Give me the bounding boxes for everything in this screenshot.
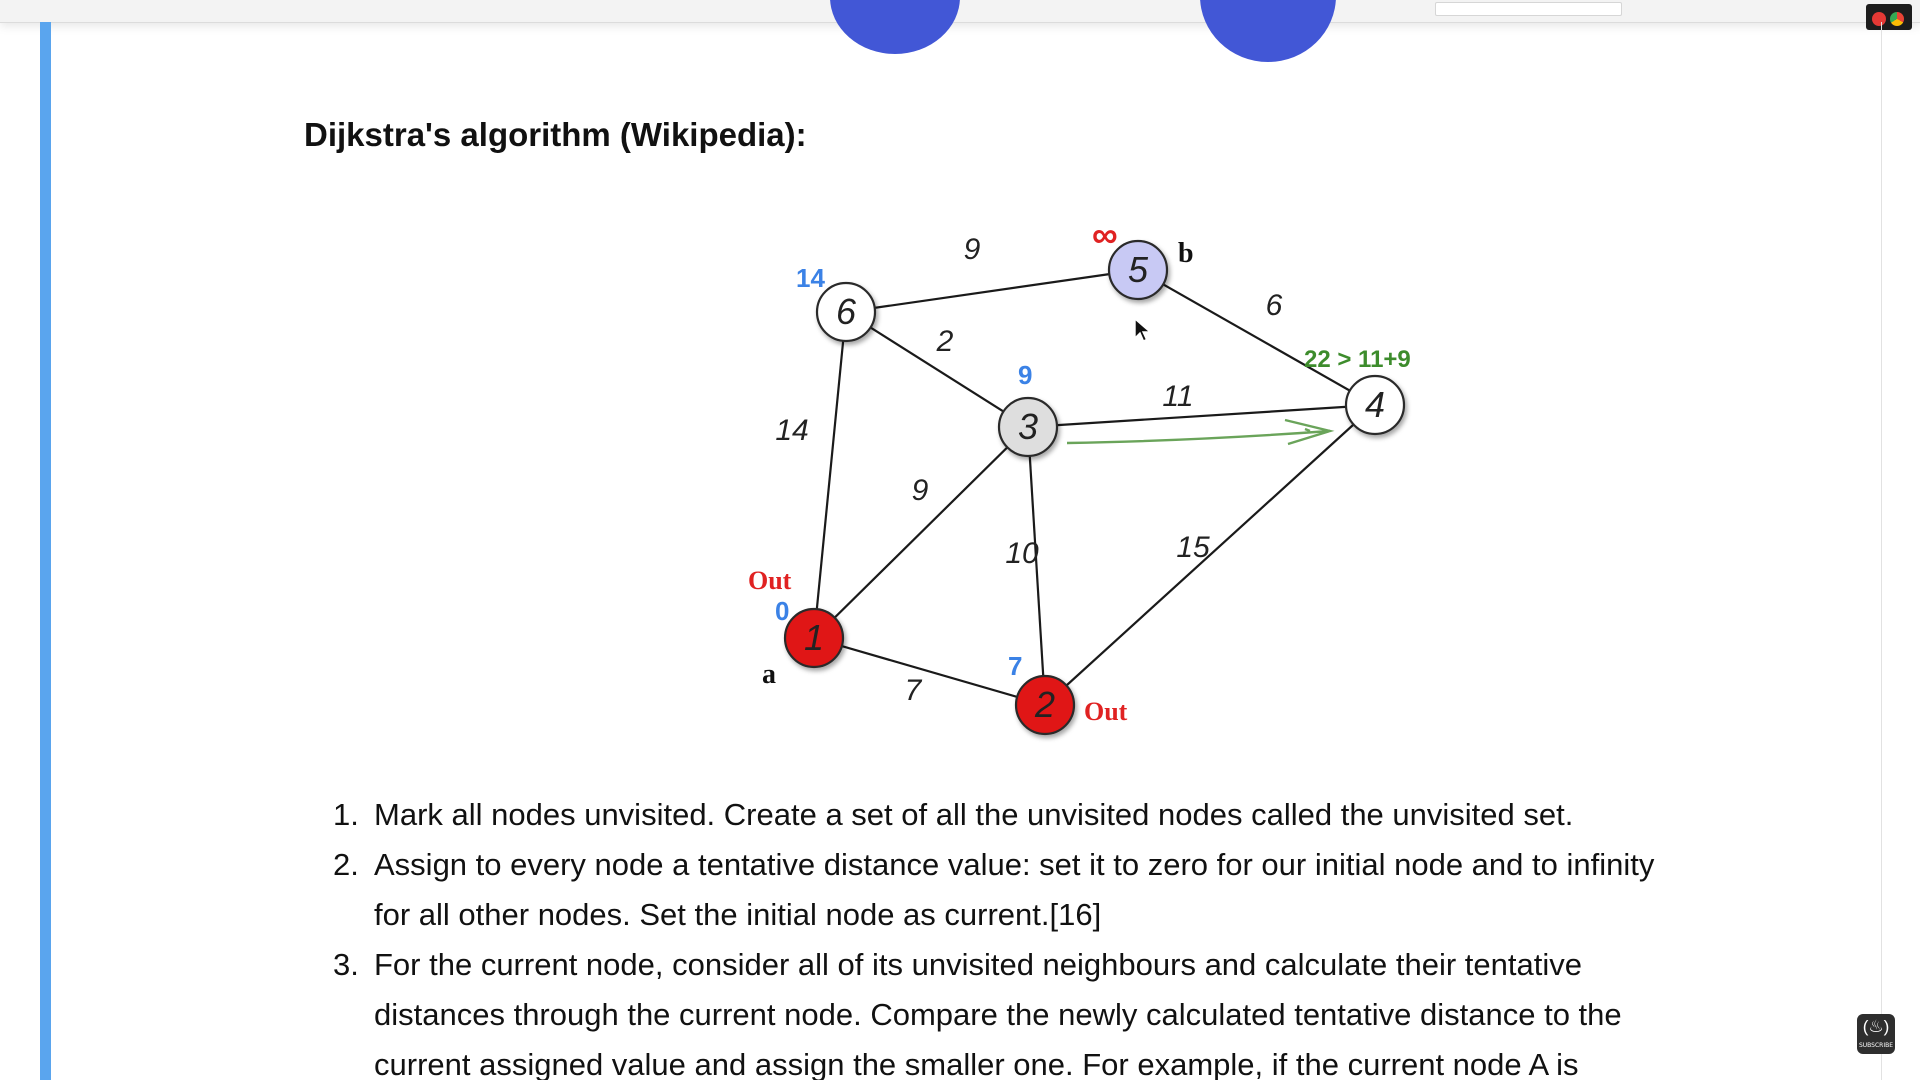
edge-weight-label: 9 bbox=[912, 474, 929, 507]
subscribe-badge[interactable]: (♨) SUBSCRIBE bbox=[1857, 1014, 1895, 1054]
edge-3-2 bbox=[1026, 426, 1047, 706]
step-line: current assigned value and assign the sm… bbox=[374, 1047, 1579, 1080]
record-extension-icon[interactable] bbox=[1872, 12, 1886, 26]
step-item: 3. For the current node, consider all of… bbox=[333, 940, 1853, 1080]
step-item: 1. Mark all nodes unvisited. Create a se… bbox=[333, 790, 1853, 840]
node-circle bbox=[783, 607, 845, 669]
decorative-blob-right bbox=[1200, 0, 1336, 62]
node-label: 6 bbox=[836, 291, 857, 332]
step-number: 1. bbox=[333, 797, 359, 832]
edge-2-4 bbox=[1044, 404, 1376, 706]
edge-6-5 bbox=[845, 268, 1139, 314]
step-item: 2. Assign to every node a tentative dist… bbox=[333, 840, 1853, 940]
graph-node-5: 5 bbox=[1107, 239, 1169, 301]
visited-out-label: Out bbox=[1084, 697, 1128, 726]
edge-5-4 bbox=[1137, 269, 1376, 406]
node-label: 3 bbox=[1018, 406, 1038, 447]
step-line: distances through the current node. Comp… bbox=[374, 997, 1622, 1032]
tentative-distance: 0 bbox=[775, 596, 789, 626]
edge-1-2 bbox=[813, 636, 1046, 707]
comparison-annotation: 22 > 11+9 bbox=[1304, 346, 1411, 373]
visited-out-label: Out bbox=[748, 566, 792, 595]
edge-weight-label: 2 bbox=[936, 325, 954, 358]
freecodecamp-icon: (♨) bbox=[1862, 1017, 1890, 1036]
edge-weight-label: 10 bbox=[1005, 537, 1039, 570]
step-line: Assign to every node a tentative distanc… bbox=[374, 847, 1655, 882]
node-label: 1 bbox=[804, 617, 824, 658]
edge-weight-label: 9 bbox=[964, 233, 981, 266]
relaxation-arrow bbox=[1066, 418, 1335, 446]
step-number: 3. bbox=[333, 947, 359, 982]
dijkstra-graph: 9 2 14 6 11 9 10 15 7 1 2 3 4 5 6 0 7 9 ∞ 14 Out Out a b 22 > … bbox=[748, 215, 1411, 736]
edge-6-1 bbox=[812, 311, 848, 639]
browser-extensions[interactable] bbox=[1866, 4, 1912, 30]
node-circle bbox=[815, 281, 877, 343]
edges-layer bbox=[812, 268, 1376, 707]
edge-3-4 bbox=[1027, 403, 1376, 429]
step-line: for all other nodes. Set the initial nod… bbox=[374, 897, 1102, 932]
step-line: Mark all nodes unvisited. Create a set o… bbox=[374, 797, 1574, 832]
decorative-blob-left bbox=[830, 0, 960, 54]
step-number: 2. bbox=[333, 847, 359, 882]
node-circle bbox=[1014, 674, 1076, 736]
graph-node-4: 4 bbox=[1344, 374, 1406, 436]
edge-3-1 bbox=[813, 426, 1029, 639]
node-label: 5 bbox=[1128, 249, 1149, 290]
callout-accent-bar bbox=[40, 22, 51, 1080]
tentative-distance: 7 bbox=[1008, 651, 1022, 681]
toolbar-search-field[interactable] bbox=[1435, 2, 1622, 16]
node-name-label: a bbox=[762, 659, 776, 690]
node-circle bbox=[1107, 239, 1169, 301]
graph-node-1: 1 bbox=[783, 607, 845, 669]
node-label: 4 bbox=[1365, 384, 1385, 425]
node-circle bbox=[997, 396, 1059, 458]
browser-toolbar bbox=[0, 0, 1920, 30]
tentative-distance: 9 bbox=[1018, 360, 1032, 390]
edge-6-3 bbox=[845, 311, 1029, 428]
step-line: For the current node, consider all of it… bbox=[374, 947, 1582, 982]
mouse-cursor-icon bbox=[1134, 318, 1152, 342]
node-circle bbox=[1344, 374, 1406, 436]
nodes-layer: 1 2 3 4 5 6 bbox=[783, 239, 1406, 736]
content-right-border bbox=[1881, 22, 1882, 1080]
chrome-icon[interactable] bbox=[1890, 12, 1904, 26]
node-name-label: b bbox=[1178, 238, 1194, 269]
algorithm-steps: 1. Mark all nodes unvisited. Create a se… bbox=[333, 790, 1853, 1080]
edge-weight-label: 14 bbox=[775, 414, 808, 447]
graph-node-6: 6 bbox=[815, 281, 877, 343]
edge-weight-label: 15 bbox=[1176, 531, 1210, 564]
edge-weight-label: 7 bbox=[905, 674, 923, 707]
edge-weight-label: 6 bbox=[1266, 289, 1283, 322]
graph-node-2: 2 bbox=[1014, 674, 1076, 736]
tentative-distance: ∞ bbox=[1092, 215, 1118, 255]
section-heading: Dijkstra's algorithm (Wikipedia): bbox=[304, 116, 807, 153]
tentative-distance: 14 bbox=[796, 263, 825, 293]
graph-node-3: 3 bbox=[997, 396, 1059, 458]
subscribe-label: SUBSCRIBE bbox=[1858, 1042, 1894, 1049]
edge-weight-label: 11 bbox=[1162, 380, 1193, 413]
node-label: 2 bbox=[1034, 684, 1055, 725]
